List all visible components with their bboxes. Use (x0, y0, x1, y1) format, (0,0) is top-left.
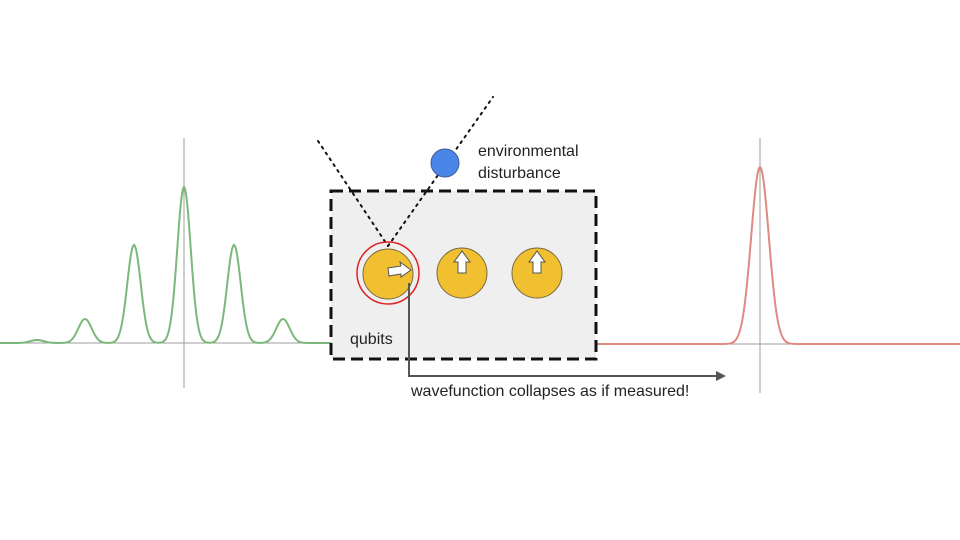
highlight-ring (356, 241, 420, 305)
environmental-label-line2: disturbance (478, 165, 561, 182)
qubits-label: qubits (350, 331, 393, 348)
right-wave-curve (596, 165, 960, 345)
qubit-2 (436, 247, 488, 299)
arrow-up-icon (453, 250, 471, 274)
collapsed-wavefunction (595, 138, 960, 393)
environmental-label-line1: environmental (478, 143, 579, 160)
arrow-right-icon (387, 260, 412, 278)
incoming-trajectory (317, 140, 389, 247)
disturbance-particle (430, 148, 460, 178)
qubit-disturbed (362, 248, 414, 300)
collapse-label: wavefunction collapses as if measured! (410, 383, 689, 400)
arrow-up-icon (528, 250, 546, 274)
collapse-arrow (408, 283, 726, 381)
left-wave-curve (0, 185, 332, 344)
qubit-3 (511, 247, 563, 299)
superposition-wavefunction (0, 138, 340, 388)
